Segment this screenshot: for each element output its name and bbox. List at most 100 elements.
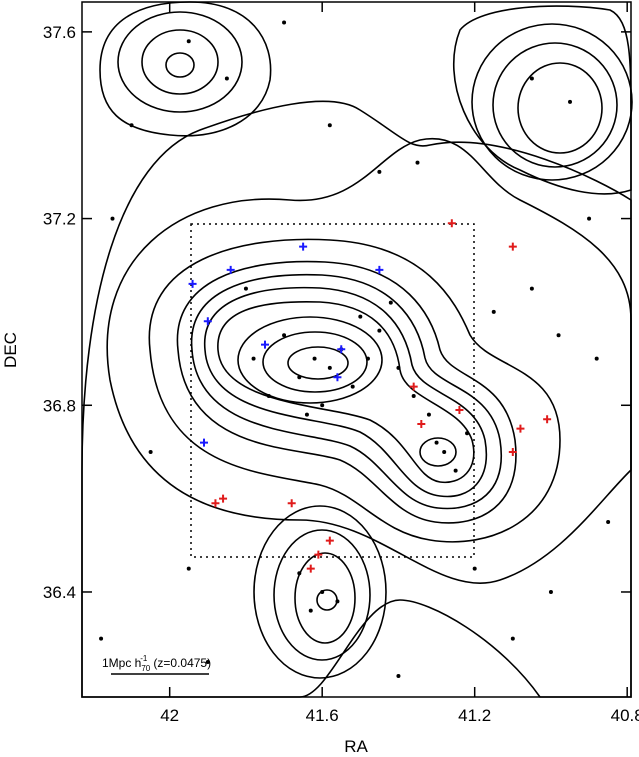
dot-point bbox=[308, 608, 313, 613]
dot-point bbox=[465, 431, 470, 436]
contour bbox=[117, 11, 243, 113]
dot-point bbox=[548, 589, 553, 594]
dot-point bbox=[282, 333, 287, 338]
cross-point bbox=[375, 265, 384, 274]
dot-point bbox=[297, 571, 302, 576]
scale-suffix: (z=0.0475) bbox=[153, 656, 211, 670]
contour bbox=[217, 300, 475, 484]
dot-point bbox=[556, 333, 561, 338]
dot-point bbox=[415, 160, 420, 165]
cross-point bbox=[211, 499, 220, 508]
cross-point bbox=[333, 373, 342, 382]
dot-point bbox=[377, 328, 382, 333]
dot-point bbox=[453, 468, 458, 473]
dot-point bbox=[304, 412, 309, 417]
cross-point bbox=[417, 419, 426, 428]
dot-point bbox=[186, 39, 191, 44]
scale-sup: -1 bbox=[140, 654, 148, 663]
cross-point bbox=[508, 447, 517, 456]
contour bbox=[81, 100, 632, 698]
dot-point bbox=[350, 384, 355, 389]
contour bbox=[316, 589, 338, 611]
contour bbox=[165, 52, 195, 78]
dot-point bbox=[411, 393, 416, 398]
dot-point bbox=[594, 356, 599, 361]
cross-point bbox=[200, 438, 208, 447]
cross-point bbox=[516, 424, 525, 433]
dot-point bbox=[365, 356, 370, 361]
contour bbox=[294, 552, 356, 644]
dot-point bbox=[327, 365, 332, 370]
dot-point bbox=[606, 519, 611, 524]
contour bbox=[176, 260, 517, 524]
contour bbox=[419, 437, 457, 467]
dot-point bbox=[243, 286, 248, 291]
dot-point bbox=[148, 449, 153, 454]
cross-point bbox=[306, 564, 315, 573]
dot-point bbox=[426, 412, 431, 417]
dot-point bbox=[510, 636, 515, 641]
cross-point bbox=[261, 340, 269, 349]
contour bbox=[237, 316, 383, 404]
cross-point bbox=[325, 536, 334, 545]
dot-point bbox=[442, 449, 447, 454]
contour bbox=[204, 286, 488, 498]
dot-point bbox=[529, 286, 534, 291]
y-tick-label: 36.4 bbox=[43, 583, 76, 602]
dot-point bbox=[396, 365, 401, 370]
dot-point bbox=[320, 403, 325, 408]
y-tick-label: 37.6 bbox=[43, 23, 76, 42]
dot-point bbox=[251, 356, 256, 361]
cross-point bbox=[508, 242, 517, 251]
dot-point bbox=[434, 440, 439, 445]
contour bbox=[106, 137, 632, 584]
cross-point bbox=[337, 345, 346, 354]
dot-point bbox=[129, 123, 134, 128]
x-tick-label: 41.2 bbox=[458, 706, 491, 725]
dot-point bbox=[99, 636, 104, 641]
cross-point bbox=[543, 415, 552, 424]
dot-point bbox=[377, 169, 382, 174]
dot-point bbox=[282, 20, 287, 25]
dot-point bbox=[358, 314, 363, 319]
dot-point bbox=[335, 599, 340, 604]
dot-point bbox=[110, 216, 115, 221]
marks bbox=[99, 20, 611, 678]
y-axis-label: DEC bbox=[1, 332, 20, 368]
cross-point bbox=[203, 317, 212, 326]
x-tick-label: 41.6 bbox=[306, 706, 339, 725]
cross-point bbox=[226, 265, 235, 274]
contour bbox=[273, 529, 371, 661]
dot-point bbox=[320, 589, 325, 594]
dot-point bbox=[472, 566, 477, 571]
x-tick-label: 42 bbox=[160, 706, 179, 725]
contour bbox=[99, 1, 272, 137]
y-tick-label: 37.2 bbox=[43, 210, 76, 229]
dot-point bbox=[396, 673, 401, 678]
contour bbox=[148, 238, 561, 543]
dot-point bbox=[491, 309, 496, 314]
cross-point bbox=[299, 242, 308, 251]
contour bbox=[471, 23, 633, 181]
y-tick-label: 36.8 bbox=[43, 396, 76, 415]
dot-point bbox=[327, 123, 332, 128]
x-axis-label: RA bbox=[344, 737, 368, 756]
dot-point bbox=[312, 356, 317, 361]
cross-point bbox=[219, 494, 228, 503]
dot-point bbox=[186, 566, 191, 571]
contour bbox=[517, 62, 603, 154]
dot-point bbox=[266, 393, 271, 398]
dot-point bbox=[568, 99, 572, 104]
x-tick-label: 40.8 bbox=[611, 706, 639, 725]
cross-point bbox=[447, 219, 456, 228]
dot-point bbox=[205, 659, 210, 664]
dot-point bbox=[297, 375, 302, 380]
contour bbox=[190, 273, 502, 510]
dot-point bbox=[388, 300, 393, 305]
scale-text: 1Mpc h bbox=[102, 656, 141, 670]
cross-point bbox=[409, 382, 418, 391]
cross-point bbox=[287, 499, 296, 508]
contour bbox=[262, 331, 368, 393]
cross-point bbox=[455, 405, 464, 414]
